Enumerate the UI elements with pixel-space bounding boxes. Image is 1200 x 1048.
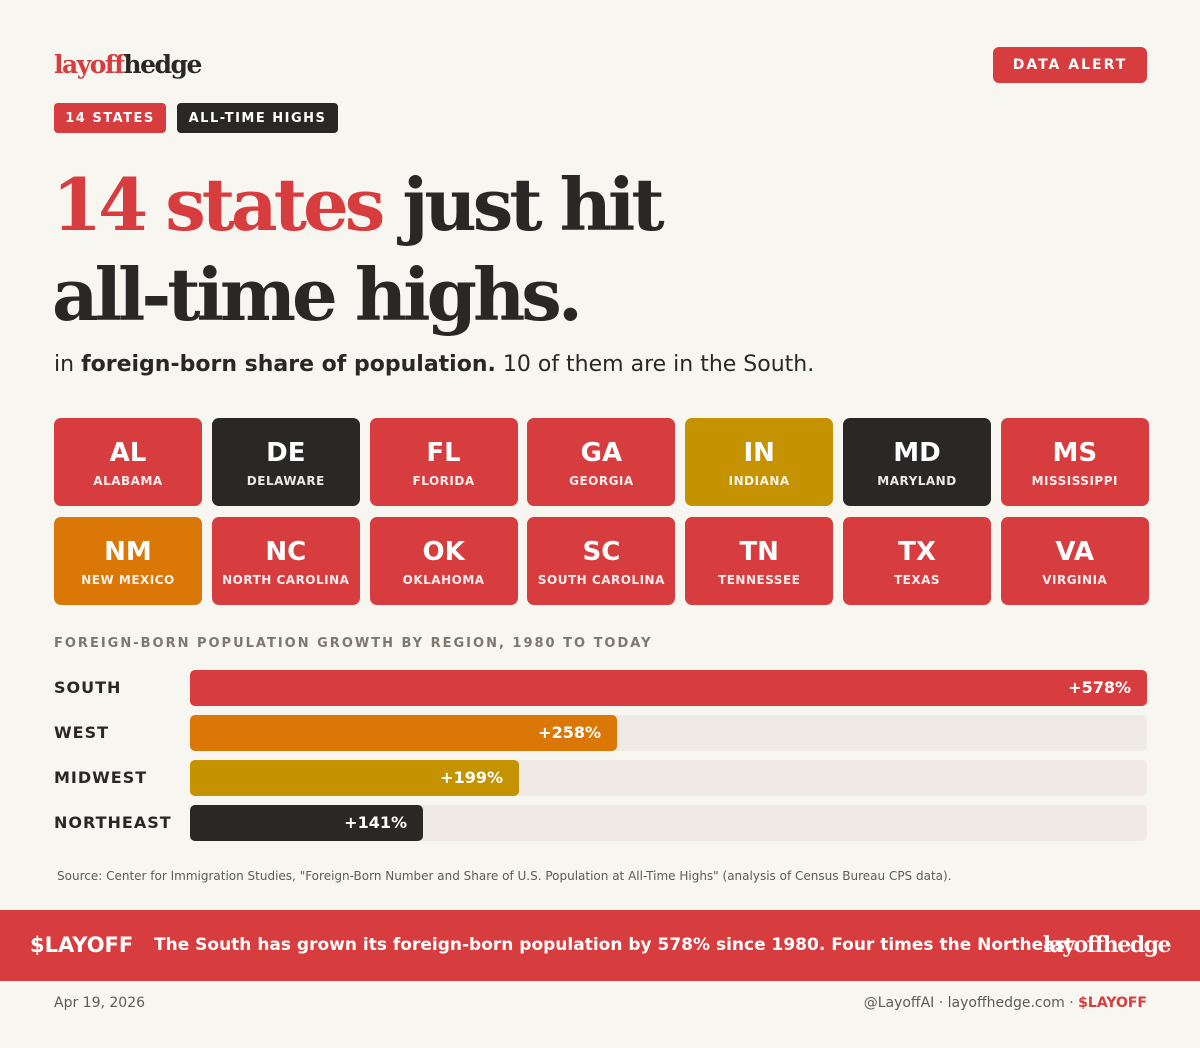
state-abbr: TX [898,536,936,567]
state-name: OKLAHOMA [402,572,485,587]
footer-banner: $LAYOFF The South has grown its foreign-… [0,910,1200,981]
logo-part-hedge: hedge [123,50,202,79]
bar-value-label: +199% [440,768,503,787]
state-abbr: DE [266,437,306,468]
state-abbr: VA [1055,536,1095,567]
bar-midwest: +199% [190,760,519,796]
bar-row-northeast: NORTHEAST +141% [54,805,1147,841]
bar-value-label: +141% [344,813,407,832]
publish-date: Apr 19, 2026 [54,995,146,1011]
tag-14-states: 14 STATES [54,103,166,133]
state-name: TENNESSEE [718,572,801,587]
state-name: DELAWARE [246,473,325,488]
bar-track: +141% [190,805,1147,841]
state-tile-de: DE DELAWARE [211,418,360,506]
state-tile-ms: MS MISSISSIPPI [1000,418,1149,506]
subline-post: 10 of them are in the South. [495,352,815,377]
state-name: NORTH CAROLINA [222,572,350,587]
state-abbr: MD [893,437,941,468]
state-abbr: MS [1052,437,1098,468]
state-abbr: AL [109,437,147,468]
bar-category-label: NORTHEAST [54,813,172,832]
state-tile-sc: SC SOUTH CAROLINA [527,517,676,605]
credits-handle: @LayoffAI · layoffhedge.com · [863,995,1079,1011]
state-tile-md: MD MARYLAND [842,418,991,506]
state-tile-nm: NM NEW MEXICO [54,517,202,605]
bar-northeast: +141% [190,805,423,841]
bar-row-midwest: MIDWEST +199% [54,760,1147,796]
state-abbr: TN [739,536,779,567]
state-abbr: FL [426,437,461,468]
state-name: VIRGINIA [1042,572,1108,587]
bar-category-label: SOUTH [54,678,122,697]
state-tile-nc: NC NORTH CAROLINA [211,517,360,605]
headline-line-1: 14 states just hit [52,160,665,250]
state-tile-al: AL ALABAMA [54,418,202,506]
headline-highlight: 14 states [52,162,385,247]
bar-category-label: WEST [54,723,110,742]
subline-pre: in [54,352,82,377]
headline: 14 states just hit all-time highs. [52,160,665,340]
state-abbr: NC [265,536,307,567]
state-name: GEORGIA [569,473,634,488]
state-tile-tn: TN TENNESSEE [685,517,834,605]
bar-track: +578% [190,670,1147,706]
footer-summary: The South has grown its foreign-born pop… [154,935,1080,955]
credits: @LayoffAI · layoffhedge.com · $LAYOFF [864,995,1147,1011]
source-note: Source: Center for Immigration Studies, … [57,869,952,883]
bar-south: +578% [190,670,1147,706]
state-abbr: IN [743,437,775,468]
bar-west: +258% [190,715,617,751]
bar-category-label: MIDWEST [54,768,148,787]
headline-rest: just hit [381,162,664,247]
bar-track: +199% [190,760,1147,796]
chart-title: FOREIGN-BORN POPULATION GROWTH BY REGION… [54,636,653,651]
footer-ticker: $LAYOFF [30,933,134,957]
bar-track: +258% [190,715,1147,751]
subheadline: in foreign-born share of population. 10 … [54,352,814,377]
bar-row-south: SOUTH +578% [54,670,1147,706]
bar-value-label: +578% [1068,678,1131,697]
data-alert-badge: DATA ALERT [993,47,1147,83]
state-tile-tx: TX TEXAS [842,517,991,605]
state-name: TEXAS [893,572,941,587]
state-name: FLORIDA [412,473,475,488]
state-abbr: OK [422,536,465,567]
state-abbr: GA [580,437,623,468]
state-name: INDIANA [728,473,790,488]
state-tile-va: VA VIRGINIA [1000,517,1149,605]
headline-line-2: all-time highs. [52,252,583,337]
region-growth-chart: SOUTH +578% WEST +258% MIDWEST +199% NORTHEAST… [54,670,1147,850]
credits-ticker: $LAYOFF [1078,995,1147,1011]
subline-bold: foreign-born share of population. [81,352,496,377]
state-name: ALABAMA [93,473,163,488]
state-grid: AL ALABAMA DE DELAWARE FL FLORIDA GA GEORGIA IN I… [54,418,1149,605]
bar-value-label: +258% [538,723,601,742]
state-tile-in: IN INDIANA [685,418,834,506]
state-abbr: NM [104,536,152,567]
state-tile-fl: FL FLORIDA [369,418,518,506]
footer-logo: layoffhedge [1042,932,1172,958]
state-tile-ok: OK OKLAHOMA [369,517,518,605]
state-name: SOUTH CAROLINA [537,572,665,587]
bar-row-west: WEST +258% [54,715,1147,751]
state-name: MISSISSIPPI [1031,473,1118,488]
logo-part-layoff: layoff [54,50,125,79]
state-name: NEW MEXICO [81,572,175,587]
brand-logo: layoffhedge [54,50,202,79]
state-name: MARYLAND [877,473,957,488]
tag-all-time-highs: ALL-TIME HIGHS [177,103,338,133]
state-tile-ga: GA GEORGIA [527,418,676,506]
state-abbr: SC [582,536,621,567]
